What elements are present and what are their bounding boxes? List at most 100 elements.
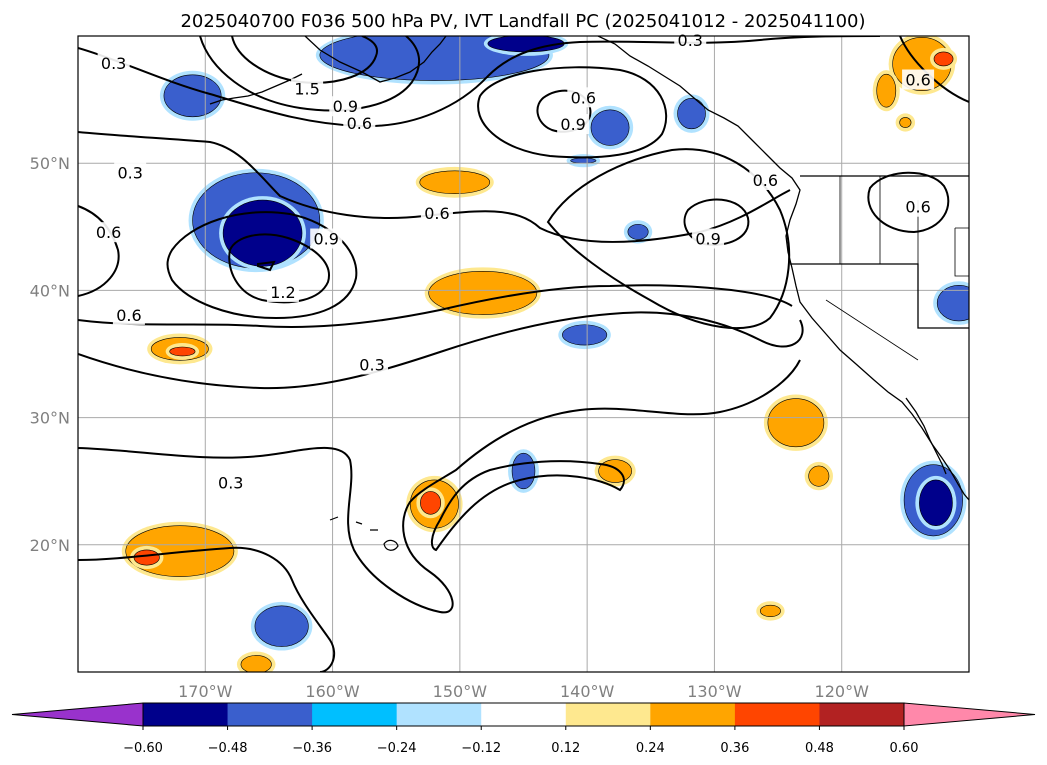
contour-label: 1.5 (294, 79, 319, 98)
coastlines-and-borders (209, 36, 969, 551)
pv-shading-layer (121, 36, 969, 672)
contour-label-bg (266, 281, 299, 302)
contour-label: 0.6 (905, 198, 930, 217)
contour-label: 0.9 (333, 97, 358, 116)
shaded-region (808, 465, 830, 487)
contour-1-2 (228, 233, 330, 304)
colorbar-tick-label: −0.12 (461, 741, 501, 756)
contour-label: 0.6 (571, 88, 596, 107)
hawaii-islands (329, 516, 399, 551)
contour-label: 0.9 (313, 230, 338, 249)
contour-0-9-west (166, 211, 358, 320)
contour-0-9-east (683, 198, 750, 246)
contour-0-6-ne (477, 66, 668, 159)
y-tick-label: 20°N (30, 536, 70, 555)
colorbar: −0.60 −0.48 −0.36 −0.24 −0.12 0.12 0.24 0.36 0.4… (11, 702, 1036, 756)
x-tick-label: 170°W (178, 682, 233, 701)
contour-label: 0.9 (695, 230, 720, 249)
contour-label-bg (902, 196, 935, 217)
colorbar-tick-label: 0.36 (720, 741, 749, 756)
contour-label: 0.6 (116, 306, 141, 325)
shaded-region (590, 109, 630, 146)
shaded-region (428, 271, 538, 315)
contour-label-bg (114, 162, 147, 183)
shaded-region (169, 346, 196, 357)
contour-label-bg (329, 96, 362, 117)
contour-label: 0.3 (101, 54, 126, 73)
shaded-region (562, 324, 608, 346)
contour-0-6-lower (78, 205, 793, 329)
colorbar-segment (312, 703, 398, 726)
contour-label: 0.3 (678, 31, 703, 50)
contour-label-bg (692, 228, 725, 249)
y-tick-label: 50°N (30, 154, 70, 173)
contour-label-bg (674, 30, 707, 51)
shaded-region (419, 170, 491, 195)
shaded-region (487, 36, 565, 53)
contour-label-bg (902, 69, 935, 90)
shaded-region (919, 479, 953, 527)
shaded-region (677, 98, 706, 130)
contour-nw-closed (231, 36, 378, 84)
contour-0-3-band-top (78, 311, 804, 390)
contour-label-bg (343, 112, 376, 133)
shaded-region (933, 51, 954, 67)
contour-label: 0.6 (424, 204, 449, 223)
map-background (78, 36, 969, 672)
colorbar-tick-label: 0.48 (805, 741, 834, 756)
shaded-region (511, 452, 536, 490)
y-tick-label: 40°N (30, 281, 70, 300)
colorbar-segment (565, 703, 651, 726)
colorbar-segment (227, 703, 313, 726)
shaded-region (420, 491, 442, 515)
colorbar-frame (142, 702, 905, 727)
colorbar-tick-label: 0.24 (636, 741, 665, 756)
colorbar-segment (734, 703, 820, 726)
contour-label: 0.6 (96, 223, 121, 242)
shaded-region (936, 285, 969, 322)
shaded-region (570, 157, 597, 164)
alaska-coastline (304, 36, 447, 83)
shaded-region (876, 73, 897, 108)
contour-labels: 0.31.50.90.60.30.6 0.91.20.60.60.30.60.90… (92, 30, 935, 493)
contour-label: 0.9 (560, 115, 585, 134)
contour-label-bg (567, 87, 600, 108)
shaded-region (133, 549, 160, 566)
x-tick-label: 160°W (305, 682, 360, 701)
contour-label: 0.6 (753, 171, 778, 190)
colorbar-tick-label: 0.12 (551, 741, 580, 756)
contour-label-bg (356, 354, 389, 375)
contour-label-bg (92, 222, 125, 243)
contour-0-6-far-east (867, 171, 950, 234)
baja-california (905, 397, 947, 475)
shaded-region (899, 117, 912, 128)
shaded-region (163, 74, 222, 118)
colorbar-extend-high (903, 702, 1036, 727)
north-america-coastline (597, 36, 969, 501)
x-tick-label: 150°W (433, 682, 488, 701)
shaded-region (598, 459, 632, 483)
colorbar-tick-label: −0.36 (292, 741, 332, 756)
contour-0-3-inner (430, 460, 625, 552)
contour-0-3-north (78, 36, 881, 128)
contour-label-bg (291, 78, 324, 99)
map-frame (77, 35, 970, 673)
shaded-region (222, 199, 303, 267)
contour-label-bg (112, 304, 145, 325)
colorbar-tick-label: 0.60 (890, 741, 919, 756)
contour-label: 0.3 (218, 474, 243, 493)
colorbar-segment (143, 703, 229, 726)
shaded-region (254, 605, 309, 647)
contour-0-3-south (78, 546, 336, 672)
contour-label: 0.3 (117, 163, 142, 182)
colorbar-segment (481, 703, 567, 726)
contour-label: 0.3 (359, 355, 384, 374)
axis-ticks: 170°W 160°W 150°W 140°W 130°W 120°W 20°N 30°N 40… (30, 154, 869, 701)
shaded-region (627, 223, 649, 240)
colorbar-tick-label: −0.24 (377, 741, 417, 756)
shaded-region (240, 655, 272, 672)
y-tick-label: 30°N (30, 409, 70, 428)
contour-0-3-band-bottom (78, 359, 801, 614)
us-border-west (790, 263, 969, 329)
colorbar-segment (396, 703, 482, 726)
